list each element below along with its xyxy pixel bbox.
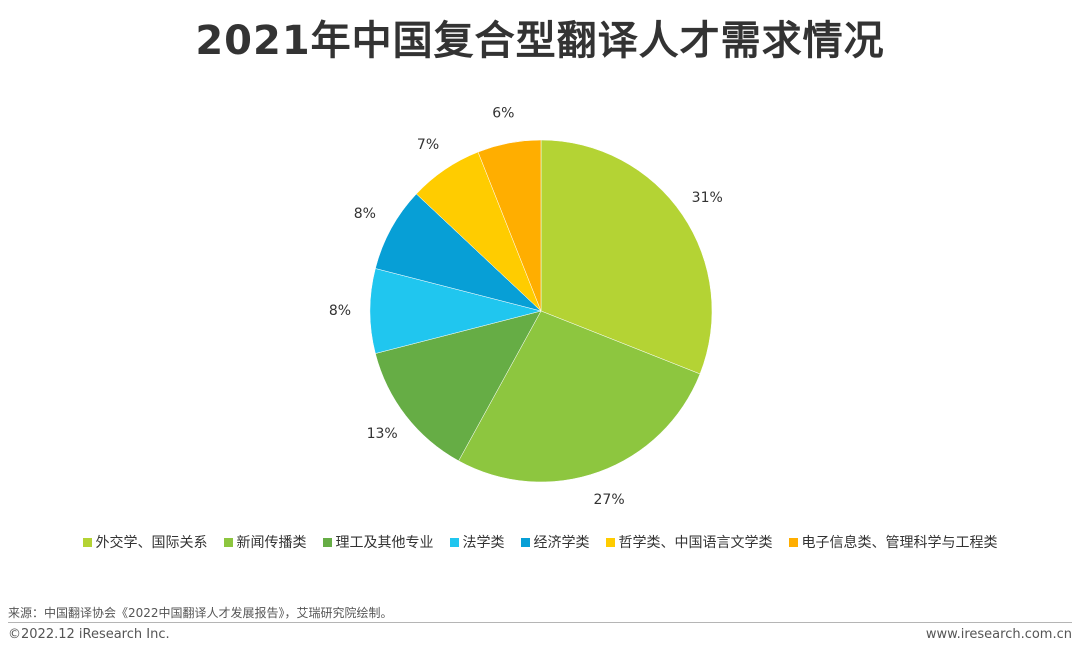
pie-percent-label-1: 31% (692, 190, 723, 206)
legend-item-2: 新闻传播类 (223, 532, 307, 552)
legend-swatch (605, 537, 615, 547)
legend-swatch (520, 537, 530, 547)
pie-percent-label-6: 7% (417, 137, 439, 153)
pie-slices (369, 139, 713, 483)
footer-divider (8, 622, 1072, 623)
legend-label: 理工及其他专业 (335, 535, 434, 551)
pie-slice-7 (477, 139, 542, 312)
chart-legend: 外交学、国际关系 新闻传播类 理工及其他专业 法学类 经济学类 哲学类、中国语言文学类 电子… (0, 532, 1080, 552)
legend-label: 经济学类 (533, 535, 590, 551)
pie-slice-2 (458, 310, 701, 483)
pie-percent-label-2: 27% (594, 492, 625, 508)
legend-swatch (322, 537, 332, 547)
legend-item-7: 电子信息类、管理科学与工程类 (788, 532, 998, 552)
website-text: www.iresearch.com.cn (925, 627, 1072, 642)
pie-chart: 31% 27% 13% 8% 8% 7% 6% (329, 106, 723, 509)
copyright-text: ©2022.12 iResearch Inc. (8, 627, 170, 642)
chart-title: 2021年中国复合型翻译人才需求情况 (195, 18, 885, 64)
legend-item-1: 外交学、国际关系 (82, 532, 208, 552)
pie-slice-1 (540, 139, 713, 375)
pie-percent-label-7: 6% (492, 106, 514, 122)
legend-swatch (223, 537, 233, 547)
legend-swatch (82, 537, 92, 547)
legend-swatch (449, 537, 459, 547)
legend-item-4: 法学类 (449, 532, 505, 552)
legend-label: 哲学类、中国语言文学类 (618, 535, 773, 551)
legend-item-6: 哲学类、中国语言文学类 (605, 532, 773, 552)
legend-label: 外交学、国际关系 (95, 535, 208, 551)
pie-slice-3 (375, 310, 542, 462)
pie-percent-label-5: 8% (354, 206, 376, 222)
pie-percent-labels: 31% 27% 13% 8% 8% 7% 6% (329, 106, 723, 509)
legend-swatch (788, 537, 798, 547)
pie-percent-label-3: 13% (367, 426, 398, 442)
legend-item-3: 理工及其他专业 (322, 532, 434, 552)
source-note: 来源：中国翻译协会《2022中国翻译人才发展报告》，艾瑞研究院绘制。 (8, 606, 393, 620)
legend-item-5: 经济学类 (520, 532, 590, 552)
legend-label: 法学类 (462, 535, 505, 551)
legend-label: 新闻传播类 (236, 535, 307, 551)
pie-percent-label-4: 8% (329, 303, 351, 319)
legend-label: 电子信息类、管理科学与工程类 (801, 535, 998, 551)
